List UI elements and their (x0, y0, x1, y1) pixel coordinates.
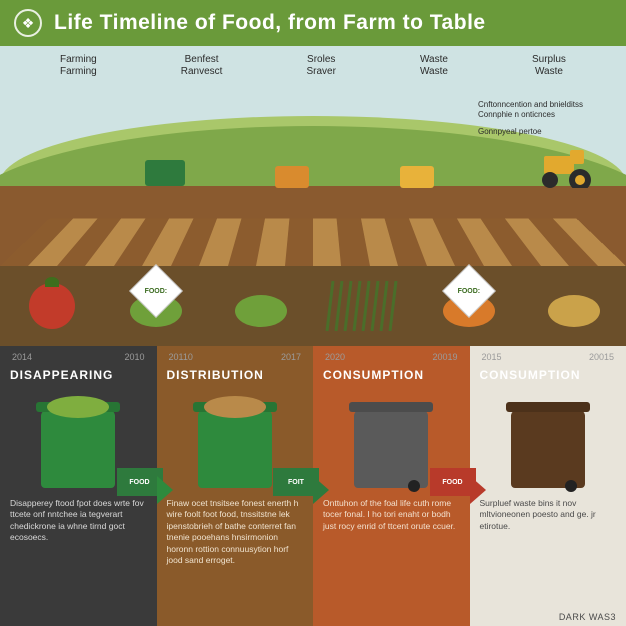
stage-consumption2: 201520015 CONSUMPTION Surpluef waste bin… (470, 346, 626, 626)
produce-item: FOOD: (104, 266, 208, 346)
produce-item (522, 266, 626, 346)
flow-arrow-icon (157, 476, 173, 504)
scene-sublabel-b: Gonnpyeal pertoe (478, 127, 608, 137)
flow-arrow-icon (470, 476, 486, 504)
produce-strip: FOOD: FOOD: (0, 266, 626, 346)
logo-icon: ❖ (14, 9, 42, 37)
stage-desc: Disapperey ftood fpot does wrte fov ttce… (10, 498, 147, 544)
crate-1 (275, 166, 309, 188)
stage-bin-icon (480, 392, 617, 488)
stage-title: DISTRIBUTION (167, 366, 304, 392)
header-bar: ❖ Life Timeline of Food, from Farm to Ta… (0, 0, 626, 46)
crate-2 (400, 166, 434, 188)
produce-item (313, 266, 417, 346)
harvest-truck (145, 160, 185, 186)
stage-years: 201102017 (167, 346, 304, 366)
stage-distribution: 201102017 DISTRIBUTION FOIT Finaw ocet t… (157, 346, 314, 626)
footer-mark: DARK WAS3 (559, 612, 616, 622)
flow-arrow-icon (313, 476, 329, 504)
scene-labels: FarmingFarming BenfestRanvesct SrolesSrave… (0, 54, 626, 77)
farm-scene: FarmingFarming BenfestRanvesct SrolesSrave… (0, 46, 626, 266)
stage-consumption1: 202020019 CONSUMPTION FOOD Onttuhon of t… (313, 346, 470, 626)
page-title: Life Timeline of Food, from Farm to Tabl… (54, 11, 486, 35)
produce-item (209, 266, 313, 346)
produce-item: FOOD: (417, 266, 521, 346)
stage-title: CONSUMPTION (323, 366, 460, 392)
stage-disappearing: 20142010 DISAPPEARING FOOD Disapperey ft… (0, 346, 157, 626)
stage-desc: Surpluef waste bins it nov mltvioneonen … (480, 498, 617, 532)
scene-label: SrolesSraver (306, 54, 335, 77)
furrows (0, 218, 626, 266)
scene-label: BenfestRanvesct (181, 54, 223, 77)
scene-sublabel-a: Cnftonncention and bnielditss Connphie n… (478, 100, 608, 121)
scene-label: FarmingFarming (60, 54, 97, 77)
stage-desc: Onttuhon of the foal life cuth rome toce… (323, 498, 460, 532)
scene-sublabel: Cnftonncention and bnielditss Connphie n… (478, 100, 608, 137)
stage-years: 202020019 (323, 346, 460, 366)
scene-label: WasteWaste (420, 54, 448, 77)
logo-glyph: ❖ (22, 15, 35, 32)
stages-row: 20142010 DISAPPEARING FOOD Disapperey ft… (0, 346, 626, 626)
tractor (536, 150, 596, 188)
stage-title: CONSUMPTION (480, 366, 617, 392)
stage-desc: Finaw ocet tnsitsee fonest enerth h wire… (167, 498, 304, 567)
stage-years: 20142010 (10, 346, 147, 366)
scene-label: SurplusWaste (532, 54, 566, 77)
stage-title: DISAPPEARING (10, 366, 147, 392)
produce-item (0, 266, 104, 346)
stage-years: 201520015 (480, 346, 617, 366)
